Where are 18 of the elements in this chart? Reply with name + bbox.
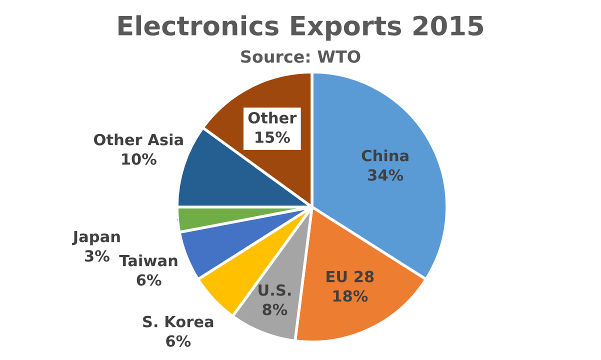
data-label: 34% — [368, 169, 404, 181]
slice-label: Other Asia — [94, 134, 183, 146]
chart-title: Electronics Exports 2015 — [118, 15, 484, 41]
data-label: 6% — [166, 335, 191, 347]
slice-label: S. Korea — [143, 316, 214, 328]
data-label: 10% — [122, 153, 156, 165]
slice-label: Taiwan — [119, 254, 178, 266]
chart-subtitle: Source: WTO — [241, 50, 360, 63]
slice-label: China — [362, 150, 408, 162]
data-label: 3% — [85, 250, 110, 262]
slice-label: Other — [248, 112, 297, 124]
slice-label: Japan — [72, 230, 120, 246]
data-label: 6% — [136, 274, 162, 286]
slice-label: EU 28 — [326, 270, 374, 282]
slice-label: U.S. — [258, 284, 291, 296]
data-label: 15% — [256, 131, 290, 143]
data-label: 8% — [262, 304, 288, 316]
data-label: 18% — [333, 290, 368, 302]
